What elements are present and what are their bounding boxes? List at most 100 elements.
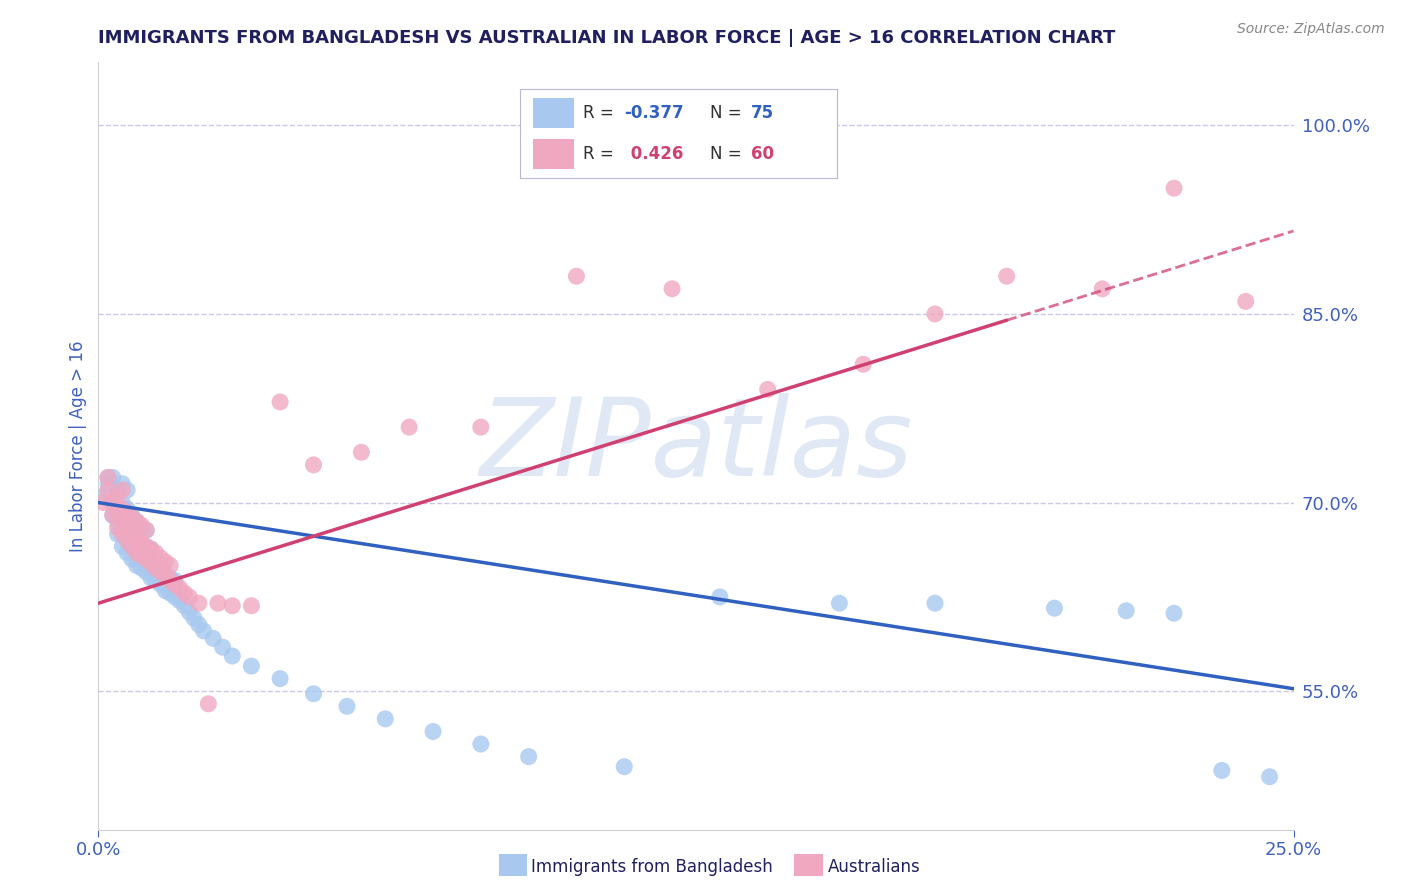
Point: [470, 420, 492, 434]
Text: 0.426: 0.426: [624, 145, 683, 163]
Point: [163, 574, 186, 588]
Text: R =: R =: [583, 104, 620, 122]
Point: [131, 536, 153, 550]
Point: [131, 549, 153, 563]
Point: [159, 574, 181, 588]
Text: 60: 60: [751, 145, 775, 163]
Point: [121, 510, 143, 524]
Text: 75: 75: [751, 104, 775, 122]
Point: [207, 596, 229, 610]
Point: [149, 577, 172, 591]
Point: [709, 590, 731, 604]
Text: ZIPatlas: ZIPatlas: [479, 393, 912, 499]
Point: [145, 546, 167, 560]
Point: [115, 501, 138, 516]
Point: [159, 571, 181, 585]
Point: [111, 527, 134, 541]
Point: [187, 617, 209, 632]
Point: [115, 521, 138, 535]
Y-axis label: In Labor Force | Age > 16: In Labor Force | Age > 16: [69, 340, 87, 552]
Point: [517, 749, 540, 764]
Point: [107, 483, 129, 497]
Point: [101, 508, 124, 523]
Bar: [533, 139, 574, 169]
Point: [1115, 604, 1137, 618]
Point: [111, 495, 134, 509]
Point: [111, 476, 134, 491]
Point: [115, 506, 138, 520]
Point: [139, 571, 162, 585]
Point: [302, 687, 325, 701]
Point: [121, 527, 143, 541]
Point: [924, 596, 946, 610]
Point: [155, 583, 177, 598]
Point: [149, 561, 172, 575]
Point: [97, 470, 120, 484]
Text: IMMIGRANTS FROM BANGLADESH VS AUSTRALIAN IN LABOR FORCE | AGE > 16 CORRELATION C: IMMIGRANTS FROM BANGLADESH VS AUSTRALIAN…: [98, 29, 1116, 47]
Point: [135, 540, 157, 554]
Bar: [533, 98, 574, 128]
Point: [107, 489, 129, 503]
Point: [111, 515, 134, 529]
Point: [135, 552, 157, 566]
Point: [107, 515, 129, 529]
Text: Source: ZipAtlas.com: Source: ZipAtlas.com: [1237, 22, 1385, 37]
Point: [240, 599, 263, 613]
Point: [131, 561, 153, 575]
Point: [121, 540, 143, 554]
Point: [107, 506, 129, 520]
Point: [159, 586, 181, 600]
Point: [131, 549, 153, 563]
Point: [1091, 282, 1114, 296]
Point: [135, 565, 157, 579]
Point: [115, 533, 138, 548]
Point: [145, 558, 167, 573]
Point: [302, 458, 325, 472]
Point: [613, 760, 636, 774]
Point: [125, 531, 148, 545]
Point: [121, 540, 143, 554]
Point: [149, 565, 172, 579]
Text: N =: N =: [710, 145, 747, 163]
Point: [179, 590, 201, 604]
Point: [155, 567, 177, 582]
Point: [101, 495, 124, 509]
Point: [828, 596, 851, 610]
Point: [139, 556, 162, 570]
Point: [470, 737, 492, 751]
Point: [139, 542, 162, 557]
Point: [131, 536, 153, 550]
Point: [111, 515, 134, 529]
Point: [97, 476, 120, 491]
Point: [107, 501, 129, 516]
Point: [924, 307, 946, 321]
Point: [240, 659, 263, 673]
Point: [125, 515, 148, 529]
Point: [115, 521, 138, 535]
Point: [91, 495, 114, 509]
Point: [111, 501, 134, 516]
Point: [336, 699, 359, 714]
Point: [269, 672, 291, 686]
Point: [187, 596, 209, 610]
Point: [111, 527, 134, 541]
Point: [159, 558, 181, 573]
Point: [169, 581, 191, 595]
Point: [135, 552, 157, 566]
Point: [661, 282, 683, 296]
Point: [211, 640, 233, 655]
Point: [202, 632, 225, 646]
Point: [149, 550, 172, 565]
Point: [1234, 294, 1257, 309]
Point: [121, 508, 143, 523]
Point: [111, 540, 134, 554]
Point: [125, 531, 148, 545]
Point: [163, 577, 186, 591]
Point: [145, 574, 167, 588]
Point: [91, 489, 114, 503]
Point: [221, 648, 243, 663]
Point: [350, 445, 373, 459]
Point: [756, 383, 779, 397]
Point: [193, 624, 215, 638]
Point: [125, 546, 148, 560]
